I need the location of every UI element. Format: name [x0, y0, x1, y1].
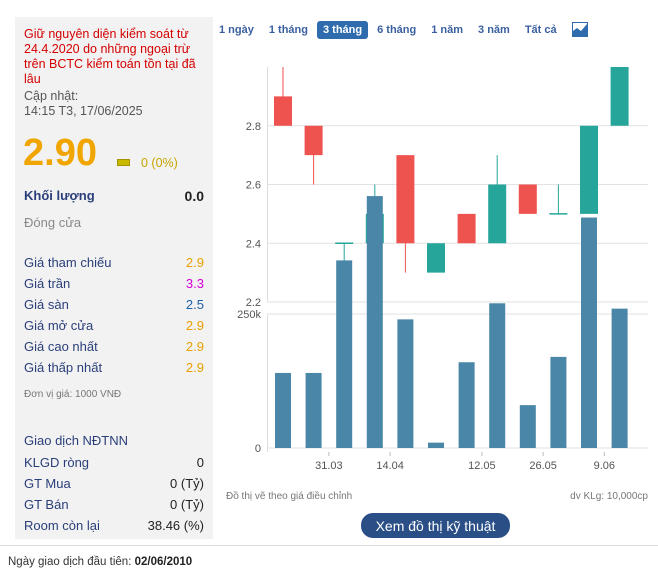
volume-unit: dv KLg: 10,000cp: [570, 491, 648, 502]
market-status: Đóng cửa: [24, 215, 82, 230]
volume-bar: [489, 303, 506, 448]
price-value: 2.9: [185, 255, 204, 270]
updated-value: 14:15 T3, 17/06/2025: [24, 104, 143, 118]
candle-body: [396, 155, 415, 244]
foreign-label: Room còn lại: [24, 518, 100, 533]
volume-bar: [458, 362, 475, 448]
price-value: 2.9: [185, 318, 204, 333]
x-tick-label: 12.05: [468, 460, 496, 472]
price-value: 2.9: [185, 339, 204, 354]
volume-bar: [366, 196, 383, 448]
tab-all[interactable]: Tất cả: [524, 23, 557, 36]
line-chart-icon[interactable]: [571, 22, 588, 37]
y-tick-label: 0: [255, 443, 261, 455]
volume-bar: [611, 308, 628, 448]
price-label: Giá tham chiếu: [24, 255, 112, 270]
price-label: Giá trần: [24, 276, 71, 291]
volume-bar: [581, 217, 597, 448]
tab-1-year[interactable]: 1 năm: [431, 23, 464, 36]
volume-bar: [428, 442, 444, 448]
x-tick-label: 14.04: [376, 460, 404, 472]
price-value: 2.5: [185, 297, 204, 312]
current-price: 2.90: [23, 132, 97, 174]
volume-label: Khối lượng: [24, 188, 95, 203]
candle-body: [580, 125, 598, 214]
x-tick-label: 9.06: [594, 460, 615, 472]
foreign-value: 0 (Tỷ): [170, 497, 204, 512]
foreign-value: 0: [196, 455, 204, 470]
candle-body: [518, 184, 537, 214]
price-label: Giá thấp nhất: [24, 360, 103, 375]
tab-1-day[interactable]: 1 ngày: [219, 23, 254, 36]
divider: [0, 545, 658, 546]
foreign-value: 38.46 (%): [147, 518, 204, 533]
price-value: 2.9: [185, 360, 204, 375]
tab-3-years[interactable]: 3 năm: [478, 23, 510, 36]
volume-bar: [519, 405, 536, 448]
price-change: 0 (0%): [141, 156, 178, 170]
price-label: Giá cao nhất: [24, 339, 98, 354]
y-tick-label: 2.6: [246, 180, 261, 192]
price-value: 3.3: [185, 276, 204, 291]
volume-bar: [550, 356, 567, 448]
y-tick-label: 2.2: [246, 297, 261, 309]
y-tick-label: 2.8: [246, 121, 261, 133]
volume-bar: [275, 372, 291, 448]
price-unit-note: Đơn vị giá: 1000 VNĐ: [24, 389, 122, 400]
y-tick-label: 250k: [237, 309, 261, 321]
tab-1-month[interactable]: 1 tháng: [268, 23, 308, 36]
unchanged-icon: [117, 159, 130, 166]
candle-body: [488, 184, 507, 244]
foreign-label: GT Bán: [24, 497, 69, 512]
price-label: Giá sàn: [24, 297, 69, 312]
technical-chart-button[interactable]: Xem đồ thị kỹ thuật: [361, 513, 510, 538]
candle-body: [457, 213, 476, 244]
candle-body: [610, 67, 629, 126]
candle-body: [427, 243, 445, 273]
x-tick-label: 31.03: [315, 460, 343, 472]
volume-chart: 0 250k 31.03 14.04 12.05 26.05 9.06: [237, 196, 648, 472]
candle-body: [304, 125, 323, 156]
first-trade-date: Ngày giao dịch đầu tiên: 02/06/2010: [8, 556, 192, 568]
foreign-label: KLGD ròng: [24, 455, 90, 470]
timeframe-tabs: 1 ngày 1 tháng 3 tháng 6 tháng 1 năm 3 n…: [219, 20, 588, 39]
tab-6-months[interactable]: 6 tháng: [377, 23, 417, 36]
stock-info-panel: Giữ nguyên diện kiểm soát từ 24.4.2020 d…: [15, 17, 213, 539]
foreign-trading-title: Giao dịch NĐTNN: [24, 433, 129, 448]
first-trade-label: Ngày giao dịch đầu tiên:: [8, 556, 132, 568]
candle-body: [274, 96, 292, 126]
first-trade-value: 02/06/2010: [134, 556, 193, 568]
volume-bar: [397, 319, 414, 448]
y-tick-label: 2.4: [246, 238, 261, 250]
volume-value: 0.0: [184, 188, 204, 204]
x-tick-label: 26.05: [529, 460, 557, 472]
volume-bar: [305, 372, 322, 448]
tab-3-months[interactable]: 3 tháng: [316, 20, 369, 39]
volume-bar: [336, 260, 353, 448]
control-warning: Giữ nguyên diện kiểm soát từ 24.4.2020 d…: [24, 27, 196, 86]
foreign-label: GT Mua: [24, 476, 71, 491]
chart-note: Đồ thị vẽ theo giá điều chỉnh: [226, 491, 353, 502]
price-label: Giá mở cửa: [24, 318, 94, 333]
updated-label: Cập nhật:: [24, 89, 79, 103]
foreign-value: 0 (Tỷ): [170, 476, 204, 491]
